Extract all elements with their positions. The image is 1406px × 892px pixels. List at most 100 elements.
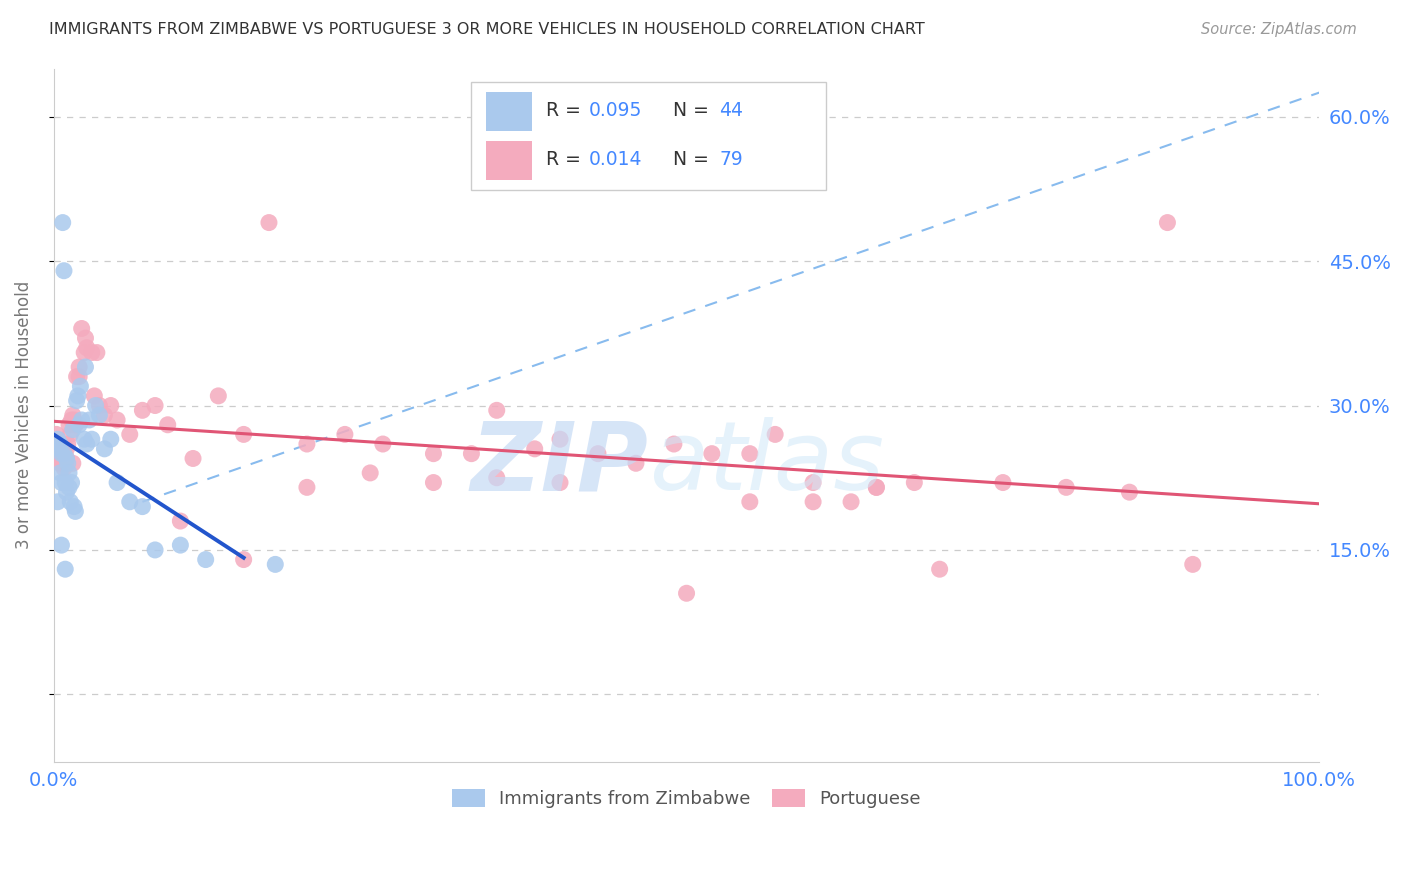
- Text: Source: ZipAtlas.com: Source: ZipAtlas.com: [1201, 22, 1357, 37]
- Point: [232, 552, 254, 566]
- Point: [49, 456, 72, 470]
- Point: [93, 408, 115, 422]
- Point: [65, 369, 87, 384]
- Point: [62, 456, 84, 470]
- Point: [460, 447, 482, 461]
- Point: [52, 461, 75, 475]
- Point: [51, 442, 73, 456]
- Point: [485, 471, 508, 485]
- Point: [359, 466, 381, 480]
- Point: [66, 389, 89, 403]
- Y-axis label: 3 or more Vehicles in Household: 3 or more Vehicles in Household: [15, 281, 32, 549]
- Point: [59, 495, 82, 509]
- Point: [1118, 485, 1140, 500]
- Point: [80, 345, 103, 359]
- Point: [105, 413, 128, 427]
- Point: [53, 456, 76, 470]
- Point: [801, 495, 824, 509]
- Point: [46, 432, 69, 446]
- Point: [52, 451, 75, 466]
- Point: [422, 475, 444, 490]
- Point: [624, 456, 647, 470]
- Point: [371, 437, 394, 451]
- Point: [67, 369, 90, 384]
- Point: [131, 500, 153, 514]
- Point: [52, 447, 75, 461]
- Text: atlas: atlas: [648, 417, 883, 510]
- Point: [77, 413, 100, 427]
- Point: [76, 341, 98, 355]
- Point: [63, 413, 86, 427]
- Point: [80, 432, 103, 446]
- Point: [100, 399, 122, 413]
- Point: [45, 427, 67, 442]
- Point: [93, 442, 115, 456]
- Point: [586, 447, 609, 461]
- Point: [548, 432, 571, 446]
- Point: [548, 475, 571, 490]
- Point: [59, 427, 82, 442]
- Point: [69, 379, 91, 393]
- Point: [865, 480, 887, 494]
- Point: [65, 393, 87, 408]
- Point: [56, 437, 79, 451]
- Point: [801, 475, 824, 490]
- Point: [48, 437, 70, 451]
- Legend: Immigrants from Zimbabwe, Portuguese: Immigrants from Zimbabwe, Portuguese: [446, 781, 928, 815]
- Point: [52, 216, 75, 230]
- Point: [169, 514, 191, 528]
- Point: [295, 480, 318, 494]
- Point: [991, 475, 1014, 490]
- Point: [58, 466, 80, 480]
- Point: [105, 475, 128, 490]
- Point: [67, 359, 90, 374]
- Point: [422, 447, 444, 461]
- Point: [49, 466, 72, 480]
- Point: [65, 504, 87, 518]
- Point: [1156, 216, 1178, 230]
- Point: [48, 442, 70, 456]
- Point: [73, 432, 96, 446]
- Point: [738, 447, 761, 461]
- Point: [75, 359, 97, 374]
- Point: [257, 216, 280, 230]
- Point: [194, 552, 217, 566]
- Point: [70, 321, 93, 335]
- Point: [865, 480, 887, 494]
- Point: [60, 475, 83, 490]
- Point: [58, 480, 80, 494]
- Point: [52, 263, 75, 277]
- Point: [53, 562, 76, 576]
- Text: ZIP: ZIP: [471, 417, 648, 510]
- Point: [51, 475, 73, 490]
- Point: [49, 437, 72, 451]
- Point: [55, 451, 77, 466]
- Point: [333, 427, 356, 442]
- Point: [75, 331, 97, 345]
- Point: [143, 399, 166, 413]
- Point: [738, 495, 761, 509]
- Point: [903, 475, 925, 490]
- Point: [56, 456, 79, 470]
- Point: [49, 447, 72, 461]
- Point: [763, 427, 786, 442]
- Point: [1054, 480, 1077, 494]
- Point: [60, 413, 83, 427]
- Point: [839, 495, 862, 509]
- Point: [169, 538, 191, 552]
- Point: [51, 447, 73, 461]
- Point: [52, 456, 75, 470]
- Point: [70, 413, 93, 427]
- Point: [86, 345, 108, 359]
- Point: [62, 408, 84, 422]
- Point: [675, 586, 697, 600]
- Point: [1181, 558, 1204, 572]
- Point: [118, 495, 141, 509]
- Point: [63, 500, 86, 514]
- Point: [53, 475, 76, 490]
- Text: IMMIGRANTS FROM ZIMBABWE VS PORTUGUESE 3 OR MORE VEHICLES IN HOUSEHOLD CORRELATI: IMMIGRANTS FROM ZIMBABWE VS PORTUGUESE 3…: [49, 22, 925, 37]
- Point: [51, 538, 73, 552]
- Point: [485, 403, 508, 417]
- Point: [62, 423, 84, 437]
- Point: [76, 437, 98, 451]
